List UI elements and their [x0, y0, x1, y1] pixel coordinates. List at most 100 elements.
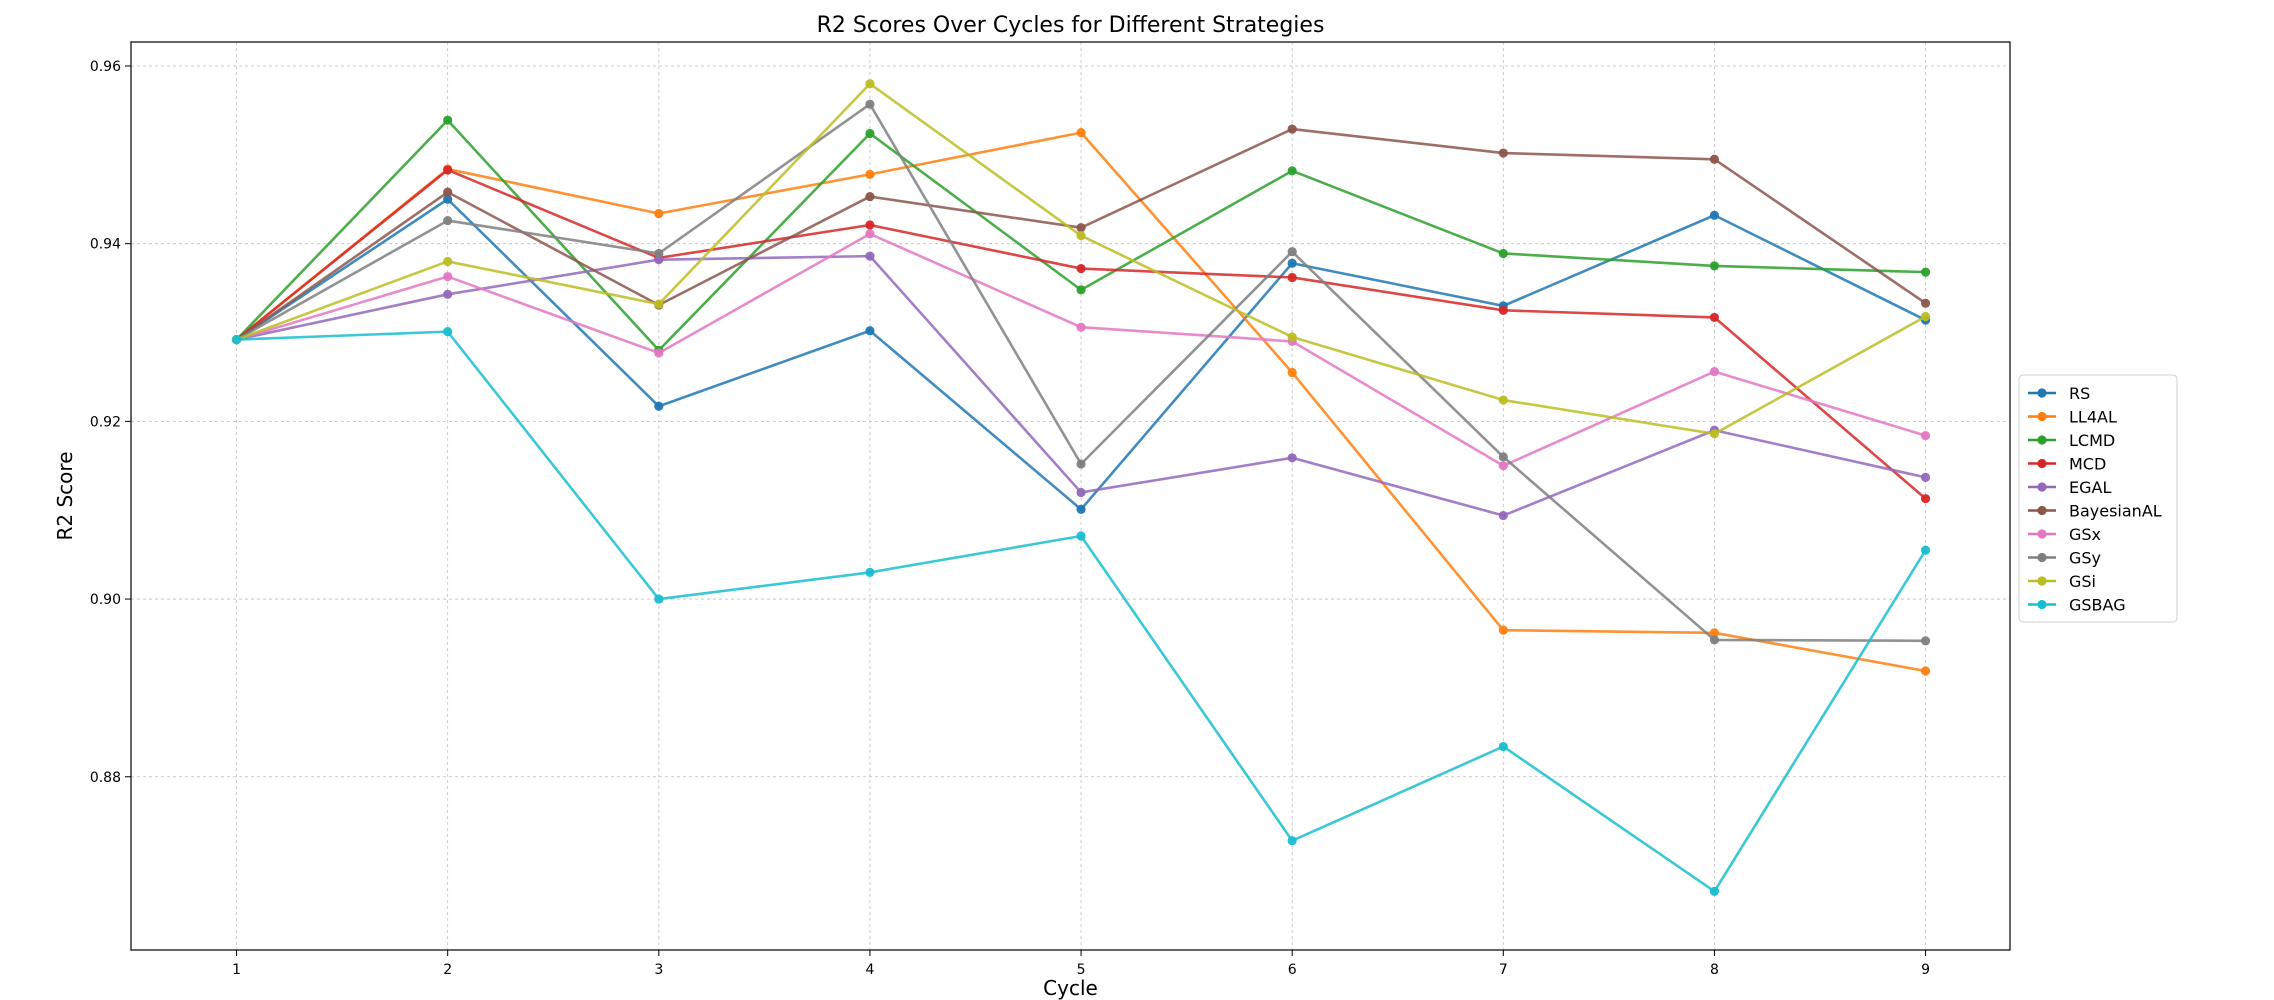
legend-label: GSx [2069, 525, 2101, 544]
data-point [865, 229, 875, 239]
legend-swatch-marker [2037, 435, 2047, 445]
data-point [865, 99, 875, 109]
data-point [1709, 154, 1720, 164]
legend-label: GSi [2069, 572, 2096, 591]
legend-item-gsi: GSi [2028, 572, 2096, 591]
legend-swatch-marker [2037, 411, 2047, 422]
legend-label: GSBAG [2069, 596, 2126, 615]
data-point [443, 271, 453, 282]
data-point [1287, 453, 1297, 463]
legend-item-gsbag: GSBAG [2028, 596, 2126, 615]
legend: RS LL4AL LCMD MCD EGAL BayesianAL GSx GSy GSi GSB… [2018, 374, 2178, 623]
data-point [1076, 459, 1086, 469]
legend-swatch-marker [2037, 482, 2047, 492]
data-point [1709, 312, 1720, 323]
legend-label: RS [2069, 384, 2090, 403]
data-point [1287, 247, 1297, 257]
y-tick-label: 0.90 [90, 592, 121, 608]
data-point [1498, 510, 1508, 521]
series-layer [231, 79, 1931, 896]
series-gsx [231, 229, 1931, 471]
y-tick-label: 0.96 [90, 59, 121, 75]
data-point [1076, 223, 1086, 233]
legend-label: LL4AL [2069, 408, 2117, 427]
legend-swatch-marker [2037, 388, 2047, 398]
data-point [1709, 628, 1720, 638]
x-tick-label: 5 [1077, 962, 1086, 978]
x-tick-label: 4 [865, 962, 874, 978]
chart-title: R2 Scores Over Cycles for Different Stra… [817, 13, 1325, 38]
legend-item-bayesianal: BayesianAL [2028, 502, 2162, 521]
legend-swatch-marker [2037, 529, 2047, 539]
data-point [1709, 635, 1720, 645]
data-point [1498, 741, 1508, 752]
x-tick-label: 2 [443, 962, 452, 978]
legend-swatch-marker [2037, 552, 2047, 563]
data-point [443, 327, 453, 337]
legend-item-ll4al: LL4AL [2028, 408, 2117, 427]
data-point [1709, 886, 1720, 896]
x-tick-label: 1 [232, 962, 241, 978]
data-point [1920, 430, 1931, 441]
series-bayesianal [231, 124, 1931, 345]
data-point [1076, 263, 1086, 274]
data-point [865, 79, 875, 89]
legend-swatch-marker [2037, 599, 2047, 610]
x-tick-label: 8 [1710, 962, 1719, 978]
series-gsy [231, 99, 1931, 646]
data-point [654, 248, 664, 259]
data-point [1498, 452, 1508, 462]
data-point [443, 194, 453, 204]
data-point [654, 299, 664, 309]
data-point [865, 128, 875, 139]
data-point [1287, 836, 1297, 846]
data-point [865, 326, 875, 336]
data-point [1709, 367, 1720, 377]
data-point [1709, 429, 1720, 439]
data-point [443, 115, 453, 125]
x-tick-label: 3 [654, 962, 663, 978]
data-point [443, 256, 453, 267]
data-point [1287, 124, 1297, 134]
data-point [1076, 531, 1086, 541]
data-point [1920, 298, 1931, 308]
data-point [865, 191, 875, 202]
x-tick-label: 6 [1288, 962, 1297, 978]
legend-swatch-marker [2037, 458, 2047, 469]
data-point [1076, 231, 1086, 241]
legend-label: EGAL [2069, 478, 2111, 497]
data-point [1076, 504, 1086, 514]
data-point [865, 220, 875, 230]
data-point [1709, 261, 1720, 271]
series-gsbag [231, 327, 1931, 896]
data-point [1076, 285, 1086, 295]
legend-item-egal: EGAL [2028, 478, 2111, 497]
data-point [1920, 311, 1931, 322]
data-point [1287, 166, 1297, 176]
data-point [1920, 545, 1931, 555]
data-point [865, 251, 875, 261]
data-point [1287, 272, 1297, 283]
data-point [1076, 128, 1086, 138]
legend-label: MCD [2069, 455, 2106, 474]
data-point [1920, 636, 1931, 646]
data-point [1287, 258, 1297, 268]
data-point [1287, 332, 1297, 342]
x-tick-label: 7 [1499, 962, 1508, 978]
data-point [1920, 267, 1931, 277]
data-point [1287, 367, 1297, 378]
legend-item-mcd: MCD [2028, 455, 2106, 474]
data-point [443, 187, 453, 197]
y-tick-label: 0.94 [90, 237, 121, 253]
plot-frame [130, 41, 2011, 951]
data-point [231, 335, 242, 345]
legend-item-rs: RS [2028, 384, 2090, 403]
x-axis-label: Cycle [1043, 976, 1098, 1000]
data-point [865, 567, 875, 578]
data-point [443, 165, 453, 175]
legend-item-gsy: GSy [2028, 549, 2101, 568]
legend-label: LCMD [2069, 431, 2115, 450]
